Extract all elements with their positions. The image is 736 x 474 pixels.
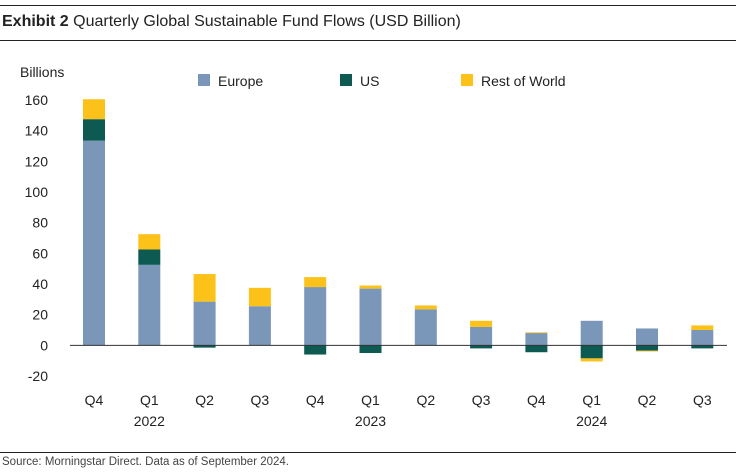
x-tick-label: Q2: [195, 392, 214, 408]
x-tick-label: Q1: [140, 392, 159, 408]
x-tick-label: Q3: [693, 392, 712, 408]
bar-segment-rest-of-world: [580, 358, 603, 362]
y-tick-label: 80: [32, 215, 48, 231]
bar-segment-europe: [636, 328, 658, 346]
bar-segment-us: [636, 345, 658, 351]
legend-label: Europe: [218, 73, 263, 89]
x-tick-label: Q4: [85, 392, 104, 408]
bar-segment-us: [525, 345, 548, 353]
x-year-label: 2023: [355, 413, 386, 429]
y-tick-label: 140: [25, 123, 49, 139]
title-text: Quarterly Global Sustainable Fund Flows …: [73, 13, 461, 30]
y-tick-label: 120: [25, 153, 49, 169]
bar-segment-rest-of-world: [470, 320, 493, 327]
bar-segment-us: [304, 345, 327, 355]
bar-segment-us: [580, 345, 603, 359]
bar-segment-europe: [83, 140, 105, 346]
bar-segment-rest-of-world: [138, 234, 161, 250]
y-tick-label: 20: [32, 307, 48, 323]
bar-segment-europe: [304, 287, 327, 346]
chart-title: Exhibit 2 Quarterly Global Sustainable F…: [2, 13, 461, 31]
legend-swatch-1: [340, 74, 352, 86]
title-rule: [0, 40, 736, 41]
x-tick-label: Q2: [416, 392, 435, 408]
bar-segment-europe: [138, 264, 161, 346]
bar-segment-europe: [248, 306, 271, 346]
bar-segment-us: [691, 345, 714, 349]
legend-swatch-0: [198, 74, 210, 86]
x-year-label: 2022: [134, 413, 165, 429]
x-tick-label: Q1: [582, 392, 601, 408]
bar-segment-rest-of-world: [525, 332, 548, 334]
y-tick-label: 40: [32, 276, 48, 292]
x-tick-label: Q1: [361, 392, 380, 408]
bar-segment-europe: [193, 301, 216, 346]
bar-segment-rest-of-world: [636, 350, 658, 352]
y-tick-label: -20: [28, 368, 48, 384]
exhibit-label: Exhibit 2: [2, 13, 69, 30]
source-note: Source: Morningstar Direct. Data as of S…: [2, 456, 290, 468]
bar-segment-europe: [470, 326, 493, 346]
bar-segment-europe: [691, 330, 714, 346]
legend-swatch-2: [461, 74, 473, 86]
y-tick-label: 0: [40, 337, 48, 353]
bar-segment-rest-of-world: [83, 99, 105, 120]
bar-segment-us: [83, 119, 105, 141]
x-tick-label: Q3: [472, 392, 491, 408]
bar-segment-rest-of-world: [193, 274, 216, 302]
x-tick-label: Q4: [527, 392, 546, 408]
bottom-rule: [0, 452, 736, 453]
y-tick-label: 160: [25, 92, 49, 108]
bar-segment-us: [193, 345, 216, 348]
x-tick-label: Q2: [638, 392, 657, 408]
y-tick-label: 100: [25, 184, 49, 200]
bar-segment-us: [470, 345, 493, 349]
legend-label: US: [360, 73, 379, 89]
y-tick-label: 60: [32, 245, 48, 261]
x-tick-label: Q4: [306, 392, 325, 408]
legend-label: Rest of World: [481, 73, 566, 89]
bar-segment-rest-of-world: [359, 285, 382, 289]
bar-segment-us: [138, 249, 161, 265]
stacked-bar-chart: Billions -20 0 20 40 60 80 100 120 140 160 Europe US…: [20, 64, 727, 429]
x-tick-label: Q3: [251, 392, 270, 408]
bar-segment-rest-of-world: [248, 287, 271, 307]
bar-segment-rest-of-world: [414, 305, 437, 310]
top-rule: [0, 5, 736, 6]
bar-segment-rest-of-world: [304, 277, 327, 288]
y-axis-label: Billions: [20, 64, 64, 80]
bar-segment-europe: [414, 309, 437, 346]
bar-segment-europe: [580, 320, 603, 346]
bar-segment-us: [359, 345, 382, 353]
x-year-label: 2024: [576, 413, 607, 429]
bar-segment-europe: [359, 288, 382, 346]
bar-segment-europe: [525, 333, 548, 346]
bar-segment-rest-of-world: [691, 325, 714, 330]
